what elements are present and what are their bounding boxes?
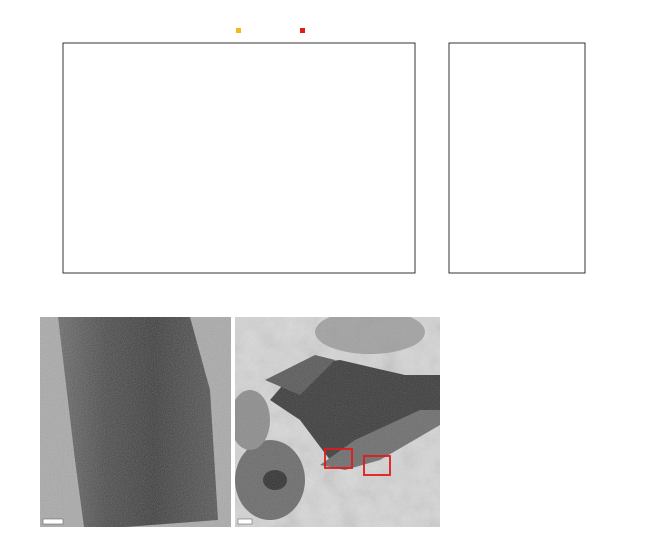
tem-noise <box>235 317 440 527</box>
xrd-panel <box>62 28 416 274</box>
panel-c-scale-bar <box>237 518 253 525</box>
xrd-legend <box>236 28 305 33</box>
panel-b-scale-bar <box>42 518 64 525</box>
voltage-panel <box>448 42 586 274</box>
hrtem-panel <box>40 317 231 527</box>
legend-marker-mno2 <box>236 28 241 33</box>
legend-marker-zhs <box>300 28 305 33</box>
voltage-frame <box>448 42 586 274</box>
region-ii-box <box>363 455 391 476</box>
hrtem-noise <box>40 317 231 527</box>
tem-panel <box>235 317 440 527</box>
xrd-frame <box>62 42 416 274</box>
region-i-box <box>324 448 353 469</box>
